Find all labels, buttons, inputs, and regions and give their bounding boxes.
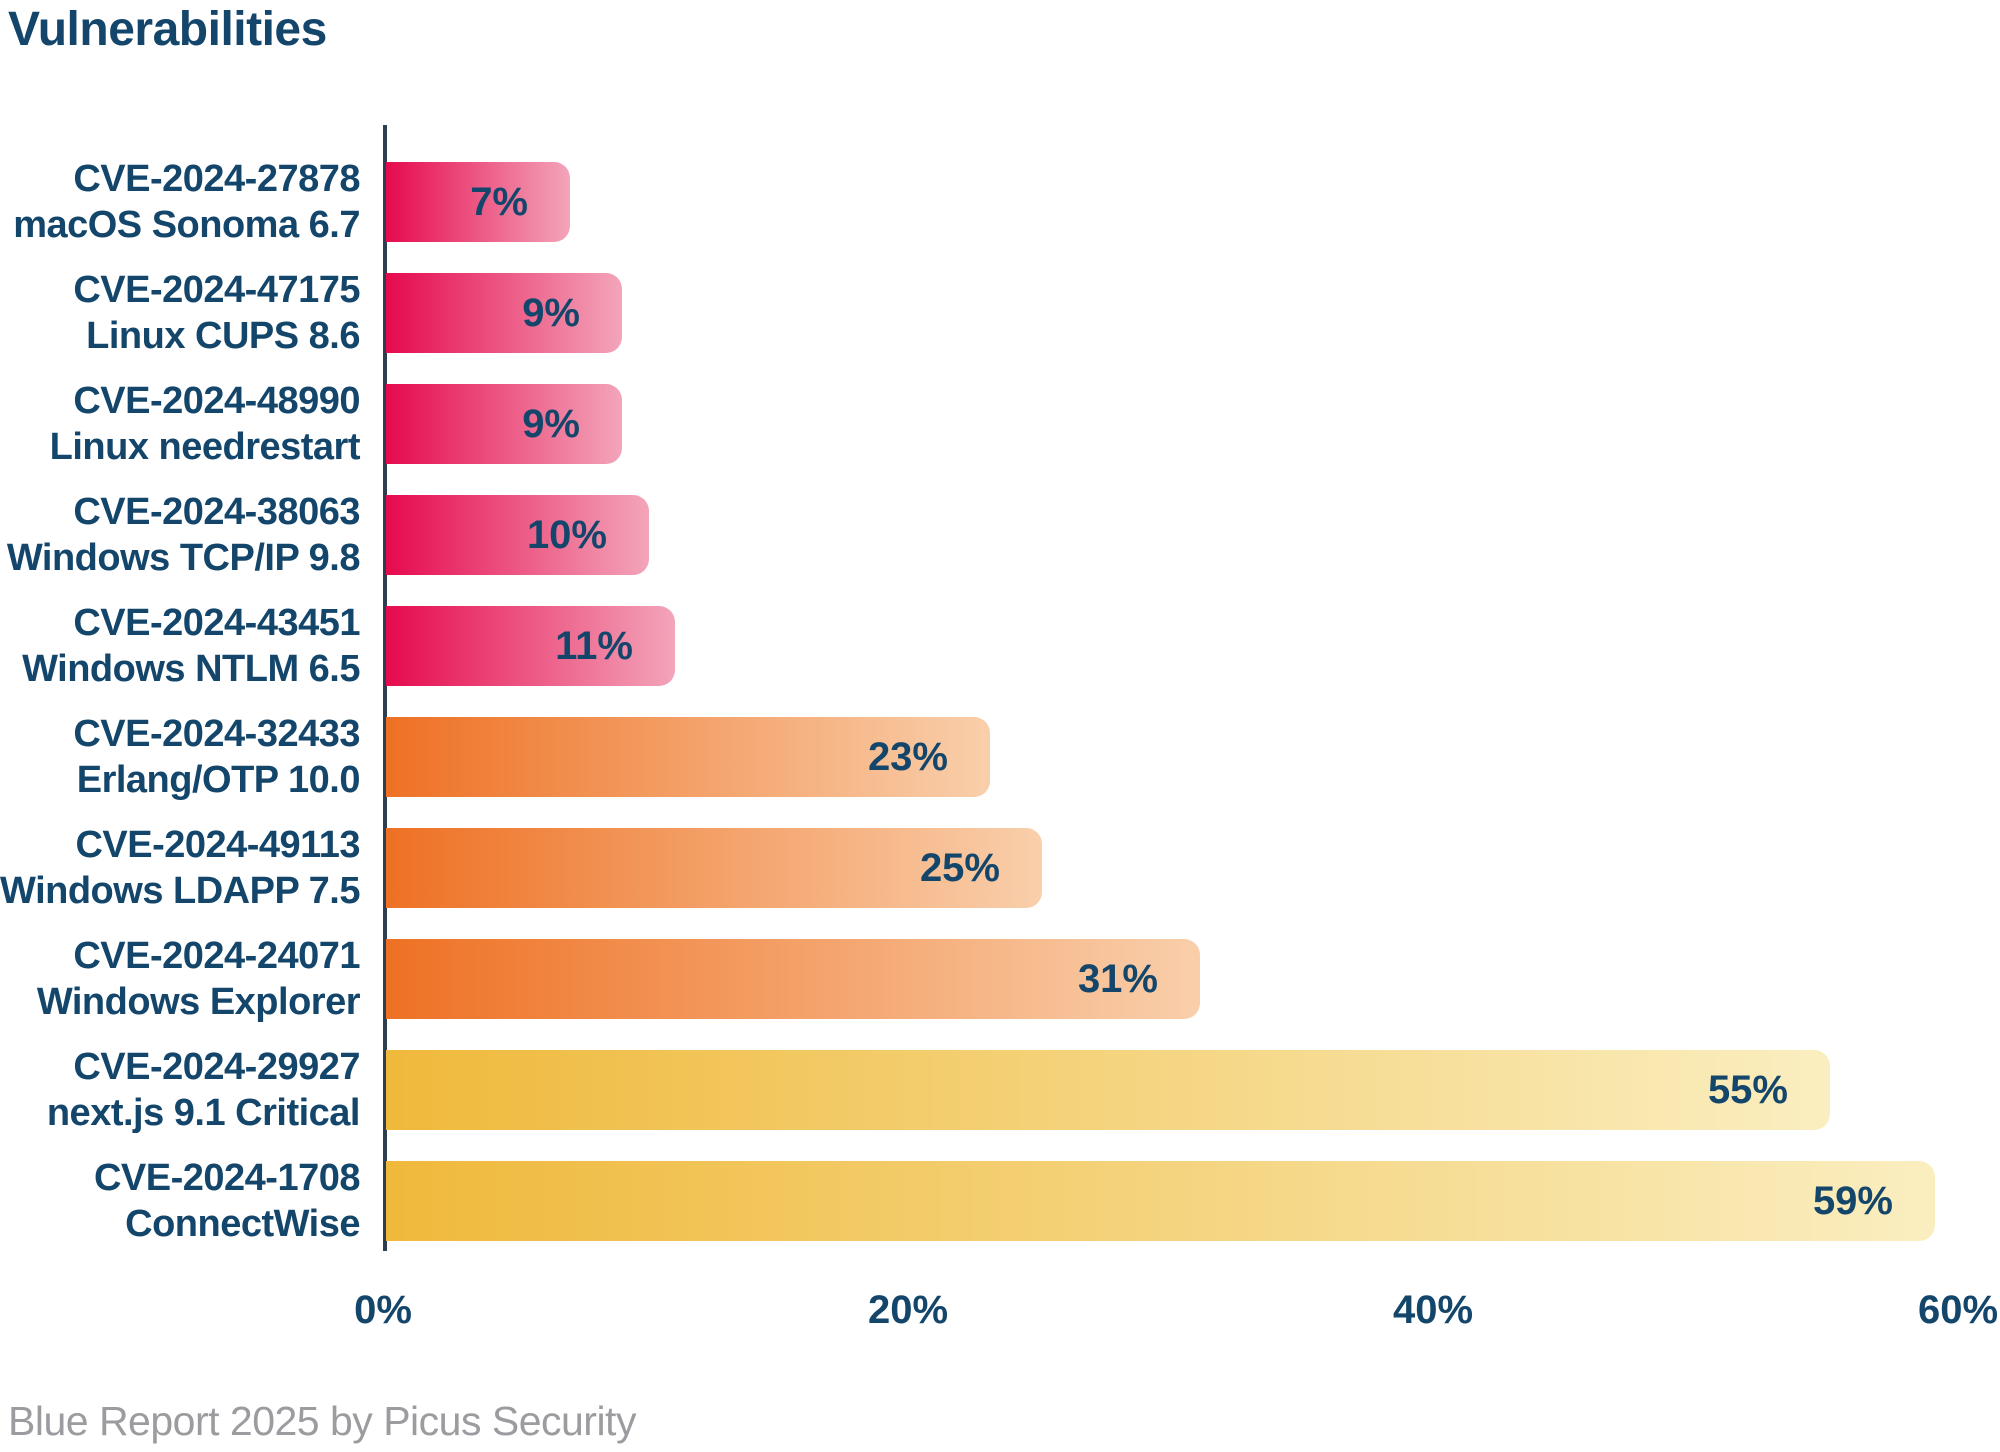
category-label: CVE-2024-29927 next.js 9.1 Critical xyxy=(0,1043,361,1137)
bar-cve-2024-1708: 59% xyxy=(386,1161,1935,1241)
x-tick-label-20: 20% xyxy=(867,1288,949,1332)
bar-row: CVE-2024-48990 Linux needrestart 9% xyxy=(0,380,2000,468)
category-label: CVE-2024-32433 Erlang/OTP 10.0 xyxy=(0,710,360,804)
category-label-line2: Windows TCP/IP 9.8 xyxy=(6,537,361,579)
category-label-line1: CVE-2024-47175 xyxy=(73,269,360,311)
category-label: CVE-2024-1708 ConnectWise xyxy=(0,1154,361,1248)
bar-row: CVE-2024-1708 ConnectWise 59% xyxy=(0,1157,2000,1245)
bar-cve-2024-27878: 7% xyxy=(386,162,570,242)
category-label-line1: CVE-2024-29927 xyxy=(73,1046,360,1088)
category-label-line1: CVE-2024-43451 xyxy=(73,602,360,644)
category-label-line2: macOS Sonoma 6.7 xyxy=(13,204,360,246)
category-label-line2: Linux needrestart xyxy=(49,426,361,468)
bar-cve-2024-24071: 31% xyxy=(386,939,1200,1019)
category-label: CVE-2024-27878 macOS Sonoma 6.7 xyxy=(0,155,360,249)
category-label: CVE-2024-38063 Windows TCP/IP 9.8 xyxy=(0,488,361,582)
bar-row: CVE-2024-38063 Windows TCP/IP 9.8 10% xyxy=(0,491,2000,579)
category-label: CVE-2024-48990 Linux needrestart xyxy=(0,377,361,471)
category-label-line2: Windows LDAPP 7.5 xyxy=(0,870,360,912)
category-label-line2: ConnectWise xyxy=(125,1203,360,1245)
category-label-line1: CVE-2024-48990 xyxy=(73,380,360,422)
bar-cve-2024-43451: 11% xyxy=(386,606,675,686)
bar-cve-2024-47175: 9% xyxy=(386,273,622,353)
bar-row: CVE-2024-47175 Linux CUPS 8.6 9% xyxy=(0,269,2000,357)
bar-value-label: 9% xyxy=(522,290,580,335)
bar-value-label: 23% xyxy=(867,734,948,779)
bar-value-label: 55% xyxy=(1707,1067,1788,1112)
category-label: CVE-2024-49113 Windows LDAPP 7.5 xyxy=(0,821,360,915)
chart-source-footer: Blue Report 2025 by Picus Security xyxy=(8,1398,636,1444)
category-label: CVE-2024-47175 Linux CUPS 8.6 xyxy=(0,266,360,360)
bar-value-label: 10% xyxy=(526,512,607,557)
category-label-line2: Erlang/OTP 10.0 xyxy=(76,759,361,801)
bar-value-label: 9% xyxy=(522,401,580,446)
category-label-line1: CVE-2024-49113 xyxy=(75,824,360,866)
x-tick-label-0: 0% xyxy=(354,1288,412,1332)
category-label-line1: CVE-2024-24071 xyxy=(73,935,360,977)
x-tick-label-40: 40% xyxy=(1392,1288,1474,1332)
y-axis-line xyxy=(383,125,387,1251)
x-axis-tick-labels: 0% 20% 40% 60% xyxy=(0,1288,2000,1348)
bar-row: CVE-2024-29927 next.js 9.1 Critical 55% xyxy=(0,1046,2000,1134)
bar-cve-2024-29927: 55% xyxy=(386,1050,1830,1130)
category-label: CVE-2024-43451 Windows NTLM 6.5 xyxy=(0,599,360,693)
category-label-line1: CVE-2024-1708 xyxy=(93,1157,361,1199)
bar-value-label: 7% xyxy=(470,179,528,224)
bar-row: CVE-2024-43451 Windows NTLM 6.5 11% xyxy=(0,602,2000,690)
bar-value-label: 25% xyxy=(919,845,1000,890)
bar-row: CVE-2024-27878 macOS Sonoma 6.7 7% xyxy=(0,158,2000,246)
category-label-line1: CVE-2024-38063 xyxy=(73,491,360,533)
bar-cve-2024-38063: 10% xyxy=(386,495,649,575)
category-label-line1: CVE-2024-27878 xyxy=(73,158,360,200)
category-label-line2: Windows NTLM 6.5 xyxy=(22,648,360,690)
category-label-line2: Windows Explorer xyxy=(36,981,361,1023)
bar-value-label: 11% xyxy=(555,623,633,668)
x-tick-label-60: 60% xyxy=(1917,1288,1999,1332)
category-label-line1: CVE-2024-32433 xyxy=(73,713,360,755)
bar-cve-2024-32433: 23% xyxy=(386,717,990,797)
category-label: CVE-2024-24071 Windows Explorer xyxy=(0,932,361,1026)
bar-row: CVE-2024-49113 Windows LDAPP 7.5 25% xyxy=(0,824,2000,912)
category-label-line2: next.js 9.1 Critical xyxy=(46,1092,361,1134)
bar-cve-2024-49113: 25% xyxy=(386,828,1042,908)
bar-row: CVE-2024-24071 Windows Explorer 31% xyxy=(0,935,2000,1023)
category-label-line2: Linux CUPS 8.6 xyxy=(86,315,360,357)
chart-title: Vulnerabilities xyxy=(8,3,327,56)
bar-value-label: 31% xyxy=(1077,956,1158,1001)
bar-cve-2024-48990: 9% xyxy=(386,384,622,464)
bar-row: CVE-2024-32433 Erlang/OTP 10.0 23% xyxy=(0,713,2000,801)
bar-value-label: 59% xyxy=(1812,1178,1893,1223)
